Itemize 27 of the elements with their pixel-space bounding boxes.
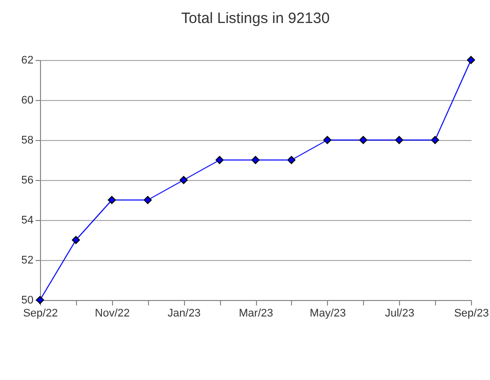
x-tick-label: Jul/23 [384, 308, 414, 320]
point [144, 196, 152, 204]
point [466, 56, 476, 64]
point [216, 156, 224, 164]
x-tick-label: Nov/22 [94, 308, 130, 320]
y-tick-label: 56 [21, 174, 34, 186]
x-tick-label: Sep/22 [23, 308, 58, 320]
x-tick-label: Mar/23 [238, 308, 274, 320]
point [72, 236, 80, 244]
point [323, 136, 332, 144]
x-tick-label: Sep/23 [454, 308, 489, 320]
y-tick-label: 54 [21, 214, 34, 226]
chart-title: Total Listings in 92130 [181, 10, 330, 27]
y-tick-label: 60 [21, 94, 34, 106]
point [251, 156, 260, 164]
point [359, 136, 368, 144]
point [395, 136, 404, 144]
x-tick-label: Jan/23 [168, 308, 201, 320]
x-tick-label: May/23 [310, 308, 346, 320]
y-tick-label: 50 [21, 294, 34, 306]
point [431, 136, 440, 144]
y-tick-label: 62 [21, 54, 34, 66]
point [287, 156, 296, 164]
point [108, 196, 116, 204]
point [180, 176, 188, 184]
y-tick-label: 52 [21, 254, 34, 266]
y-tick-label: 58 [21, 134, 34, 146]
